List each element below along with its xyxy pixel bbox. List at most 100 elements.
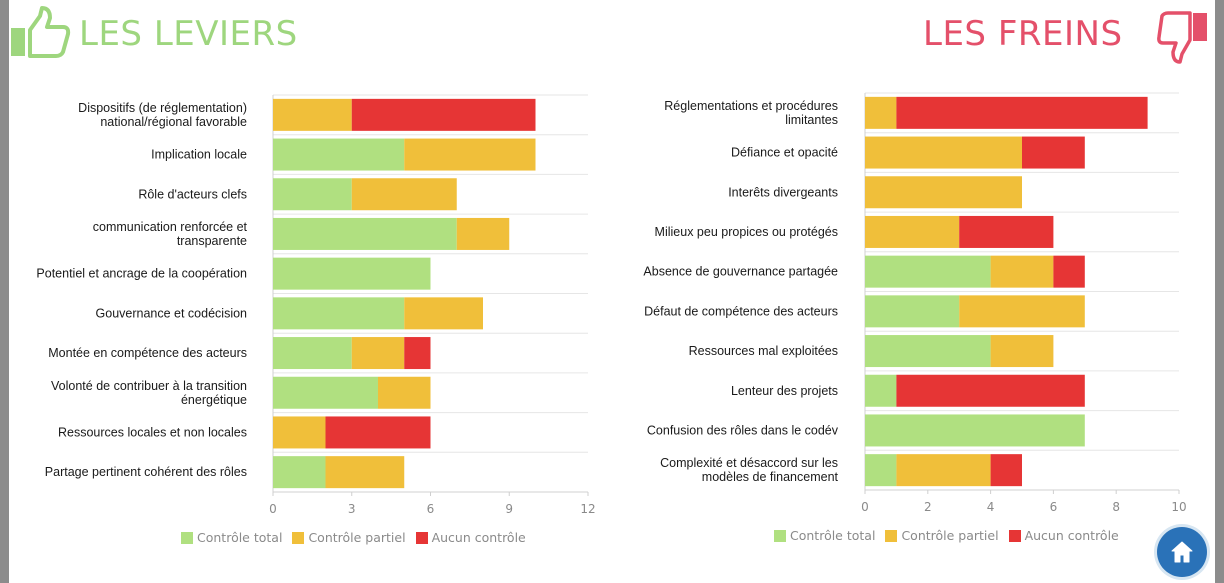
x-tick-label: 0 — [861, 500, 869, 514]
category-label: Lenteur des projets — [731, 384, 838, 398]
legend-swatch-total — [774, 529, 786, 542]
bar-total — [273, 178, 352, 211]
legend-item-total[interactable]: Contrôle total — [181, 530, 282, 545]
legend-swatch-partiel — [292, 531, 305, 544]
bar-aucun — [959, 215, 1054, 248]
category-label: national/régional favorable — [100, 115, 247, 129]
bar-total — [865, 414, 1085, 447]
home-button[interactable] — [1157, 527, 1207, 577]
bar-total — [273, 456, 326, 489]
bar-total — [865, 255, 991, 288]
bar-total — [273, 337, 352, 370]
x-tick-label: 4 — [987, 500, 995, 514]
bar-aucun — [325, 416, 431, 449]
bar-total — [865, 295, 960, 328]
bar-partiel — [865, 136, 1022, 169]
legend-label-total: Contrôle total — [790, 528, 876, 543]
bar-partiel — [990, 335, 1054, 368]
bar-total — [273, 257, 431, 290]
bar-partiel — [865, 215, 960, 248]
x-tick-label: 8 — [1112, 500, 1120, 514]
category-label: Rôle d'acteurs clefs — [138, 187, 247, 201]
chart-leviers: Dispositifs (de réglementation)national/… — [36, 92, 1187, 516]
category-label: limitantes — [785, 113, 838, 127]
legend-label-total: Contrôle total — [197, 530, 283, 545]
bar-partiel — [378, 376, 431, 409]
legend-label-aucun: Aucun contrôle — [431, 530, 526, 545]
bar-partiel — [351, 337, 405, 370]
home-icon — [1171, 541, 1193, 563]
category-label: communication renforcée et — [93, 220, 248, 234]
category-label: Ressources mal exploitées — [689, 344, 838, 358]
category-label: Confusion des rôles dans le codév — [647, 423, 839, 437]
bar-aucun — [1053, 255, 1085, 288]
bar-aucun — [896, 374, 1085, 407]
thumbs-down-icon — [1157, 11, 1207, 64]
legend-swatch-aucun — [415, 531, 428, 544]
x-tick-label: 9 — [505, 502, 513, 516]
bar-partiel — [990, 255, 1054, 288]
bar-aucun — [404, 337, 431, 370]
bar-aucun — [1022, 136, 1085, 169]
legend-label-partiel: Contrôle partiel — [308, 530, 406, 545]
category-label: Réglementations et procédures — [664, 99, 838, 113]
bar-total — [273, 376, 378, 409]
bar-partiel — [273, 416, 326, 449]
x-tick-label: 10 — [1171, 500, 1186, 514]
x-tick-label: 12 — [580, 502, 595, 516]
x-tick-label: 6 — [1050, 500, 1058, 514]
bar-total — [865, 374, 897, 407]
legend-label-partiel: Contrôle partiel — [901, 528, 999, 543]
bar-partiel — [404, 138, 536, 171]
bar-partiel — [273, 98, 352, 131]
bar-partiel — [959, 295, 1085, 328]
category-label: Partage pertinent cohérent des rôles — [45, 465, 247, 479]
category-label: Montée en compétence des acteurs — [48, 346, 247, 360]
category-label: Gouvernance et codécision — [96, 306, 248, 320]
category-label: Implication locale — [151, 148, 247, 162]
category-label: Ressources locales et non locales — [58, 425, 247, 439]
legend-item-total[interactable]: Contrôle total — [774, 528, 875, 543]
bar-total — [273, 217, 457, 250]
legend-item-aucun[interactable]: Aucun contrôle — [415, 530, 526, 545]
legend-leviers: Contrôle total Contrôle partiel Aucun co… — [181, 530, 526, 545]
x-tick-label: 2 — [924, 500, 932, 514]
category-label: Complexité et désaccord sur les — [660, 456, 838, 470]
legend-item-aucun[interactable]: Aucun contrôle — [1008, 528, 1119, 543]
x-tick-label: 0 — [269, 502, 277, 516]
right-title: LES FREINS — [923, 14, 1123, 54]
category-label: Interêts divergeants — [728, 185, 838, 199]
x-tick-label: 6 — [427, 502, 435, 516]
category-label: modèles de financement — [702, 470, 839, 484]
category-label: énergétique — [181, 393, 247, 407]
page-frame: LES LEVIERS LES FREINS Dispositifs (de r… — [9, 0, 1215, 583]
x-tick-label: 3 — [348, 502, 356, 516]
category-label: Potentiel et ancrage de la coopération — [36, 267, 247, 281]
bar-total — [865, 454, 897, 487]
legend-label-aucun: Aucun contrôle — [1024, 528, 1119, 543]
category-label: transparente — [177, 234, 247, 248]
bar-total — [865, 335, 991, 368]
legend-item-partiel[interactable]: Contrôle partiel — [885, 528, 999, 543]
legend-swatch-aucun — [1008, 529, 1021, 542]
left-title: LES LEVIERS — [79, 14, 298, 54]
bar-partiel — [865, 176, 1022, 209]
category-label: Défaut de compétence des acteurs — [644, 304, 838, 318]
bar-partiel — [351, 178, 457, 211]
bar-aucun — [351, 98, 536, 131]
legend-freins: Contrôle total Contrôle partiel Aucun co… — [774, 528, 1119, 543]
bar-partiel — [865, 96, 897, 129]
bar-partiel — [325, 456, 405, 489]
bar-partiel — [456, 217, 510, 250]
legend-item-partiel[interactable]: Contrôle partiel — [292, 530, 406, 545]
legend-swatch-partiel — [885, 529, 898, 542]
category-label: Volonté de contribuer à la transition — [51, 379, 247, 393]
category-label: Dispositifs (de réglementation) — [78, 101, 247, 115]
category-label: Milieux peu propices ou protégés — [655, 225, 838, 239]
bar-partiel — [404, 297, 483, 330]
bar-total — [273, 138, 405, 171]
category-label: Absence de gouvernance partagée — [643, 265, 838, 279]
legend-swatch-total — [181, 531, 193, 544]
thumbs-up-icon — [11, 6, 71, 58]
bar-aucun — [896, 96, 1148, 129]
